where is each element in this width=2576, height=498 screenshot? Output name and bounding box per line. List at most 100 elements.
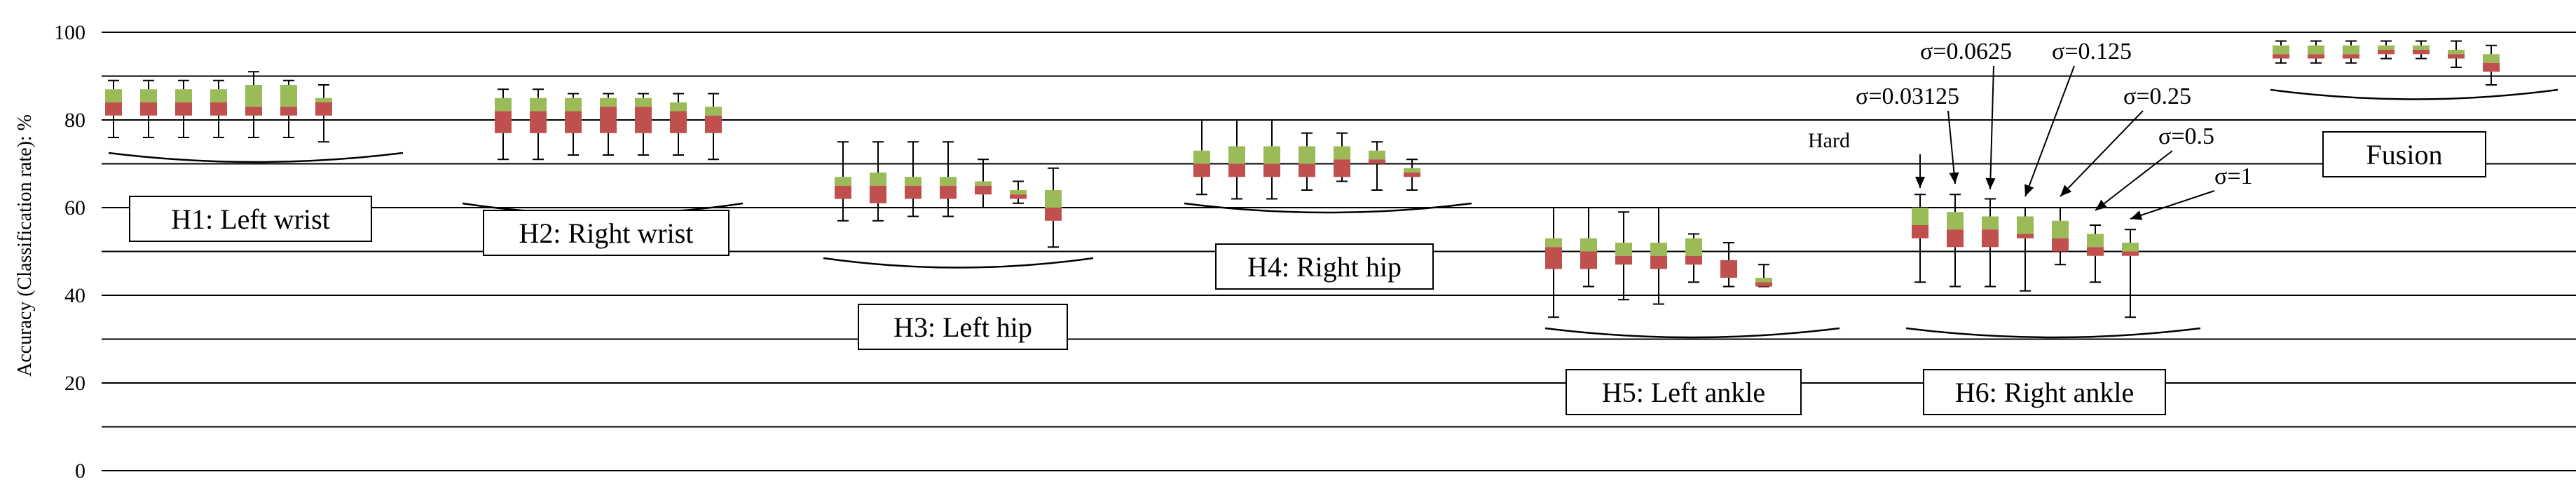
sigma-annotation: σ=0.03125 [1856, 83, 1959, 184]
sigma-label: σ=1 [2214, 163, 2253, 189]
box-plot [495, 88, 512, 161]
upper-quartile-box [315, 97, 332, 102]
group-labels: H1: Left wrist H2: Right wrist H3: Left hi… [129, 131, 2486, 415]
box-plot [2122, 229, 2139, 318]
group-label-box [1566, 369, 1802, 415]
lower-quartile-box [1982, 229, 1999, 248]
box-plot [670, 93, 687, 156]
box-plot [2052, 207, 2069, 266]
group-label-text: H3: Left hip [893, 311, 1032, 343]
box-plot [1404, 159, 1420, 191]
annotation-arrow [2095, 150, 2173, 211]
upper-quartile-box [1228, 146, 1245, 164]
group-label-box [858, 304, 1068, 350]
group-label-text: H1: Left wrist [171, 203, 330, 235]
box-plots [105, 40, 2500, 318]
box-plot [2448, 40, 2465, 68]
upper-quartile-box [1193, 150, 1210, 164]
arrowhead [2095, 199, 2107, 210]
upper-quartile-box [280, 85, 297, 107]
box-plot [2087, 224, 2104, 283]
upper-quartile-box [635, 97, 652, 107]
group-label-text: H5: Left ankle [1602, 377, 1765, 408]
upper-quartile-box [245, 85, 262, 107]
lower-quartile-box [600, 107, 617, 133]
lower-quartile-box [2308, 54, 2324, 59]
upper-quartile-box [210, 89, 227, 102]
arrowhead [2060, 184, 2072, 196]
group-label-box [2322, 131, 2486, 177]
box-plot [280, 79, 297, 138]
group-label: H3: Left hip [858, 304, 1068, 350]
box-plot [975, 159, 992, 208]
upper-quartile-box [940, 177, 957, 186]
box-plot [1334, 132, 1350, 182]
group-label-box [1215, 243, 1434, 290]
upper-quartile-box [2343, 45, 2359, 55]
group-label-text: H4: Right hip [1247, 251, 1402, 283]
upper-quartile-box [1045, 190, 1062, 208]
box-plot [870, 141, 886, 222]
lower-quartile-box [1404, 173, 1420, 177]
box-plot [1263, 119, 1280, 200]
upper-quartile-box [835, 177, 851, 186]
box-plot [175, 79, 192, 138]
group-label: H1: Left wrist [129, 196, 372, 242]
lower-quartile-box [2273, 54, 2289, 59]
box-plot [705, 93, 722, 161]
upper-quartile-box [1580, 238, 1597, 252]
box-plot [2483, 44, 2500, 86]
upper-quartile-box [600, 97, 617, 107]
sigma-annotation: σ=0.125 [2025, 39, 2132, 197]
upper-quartile-box [1685, 238, 1702, 256]
upper-quartile-box [2122, 243, 2139, 252]
lower-quartile-box [140, 102, 157, 116]
upper-quartile-box [140, 89, 157, 102]
upper-quartile-box [1982, 216, 1999, 230]
box-plot [1947, 194, 1964, 288]
group-brace [823, 257, 1094, 269]
lower-quartile-box [2343, 54, 2359, 59]
lower-quartile-box [2483, 62, 2500, 72]
lower-quartile-box [1010, 194, 1027, 199]
upper-quartile-box [1912, 208, 1928, 225]
upper-quartile-box [2017, 216, 2034, 234]
group-label-text: H2: Right wrist [519, 217, 694, 249]
box-plot [2017, 207, 2034, 292]
group-label-text: Fusion [2366, 139, 2443, 170]
box-plot [1228, 119, 1245, 200]
arrowhead [1985, 177, 1996, 189]
box-plot [245, 71, 262, 138]
upper-quartile-box [2087, 234, 2104, 248]
upper-quartile-box [1545, 238, 1562, 248]
box-plot [2343, 40, 2359, 64]
lower-quartile-box [2448, 54, 2465, 59]
box-plot [600, 93, 617, 156]
lower-quartile-box [705, 115, 722, 133]
upper-quartile-box [2448, 50, 2465, 55]
sigma-label: σ=0.125 [2052, 39, 2132, 65]
y-axis-ticks: 0 20 40 60 80 100 [54, 21, 85, 483]
lower-quartile-box [210, 102, 227, 116]
group-label: H5: Left ankle [1566, 369, 1802, 415]
group-label: Fusion [2322, 131, 2486, 177]
upper-quartile-box [1650, 243, 1667, 256]
y-axis-label: Accuracy (Classification rate): % [14, 114, 36, 377]
box-plot [1982, 198, 1999, 288]
upper-quartile-box [2378, 45, 2395, 50]
lower-quartile-box [565, 111, 582, 133]
box-plot [940, 141, 957, 217]
box-plot [1580, 207, 1597, 288]
group-label: H2: Right wrist [483, 210, 729, 256]
group-brace [108, 152, 404, 163]
upper-quartile-box [565, 97, 582, 112]
lower-quartile-box [1228, 163, 1245, 177]
sigma-label: σ=0.0625 [1920, 39, 2012, 65]
lower-quartile-box [530, 111, 547, 133]
upper-quartile-box [1334, 146, 1350, 160]
upper-quartile-box [2273, 45, 2289, 55]
upper-quartile-box [495, 97, 512, 112]
lower-quartile-box [315, 102, 332, 116]
box-plot [1615, 211, 1632, 301]
lower-quartile-box [495, 111, 512, 133]
